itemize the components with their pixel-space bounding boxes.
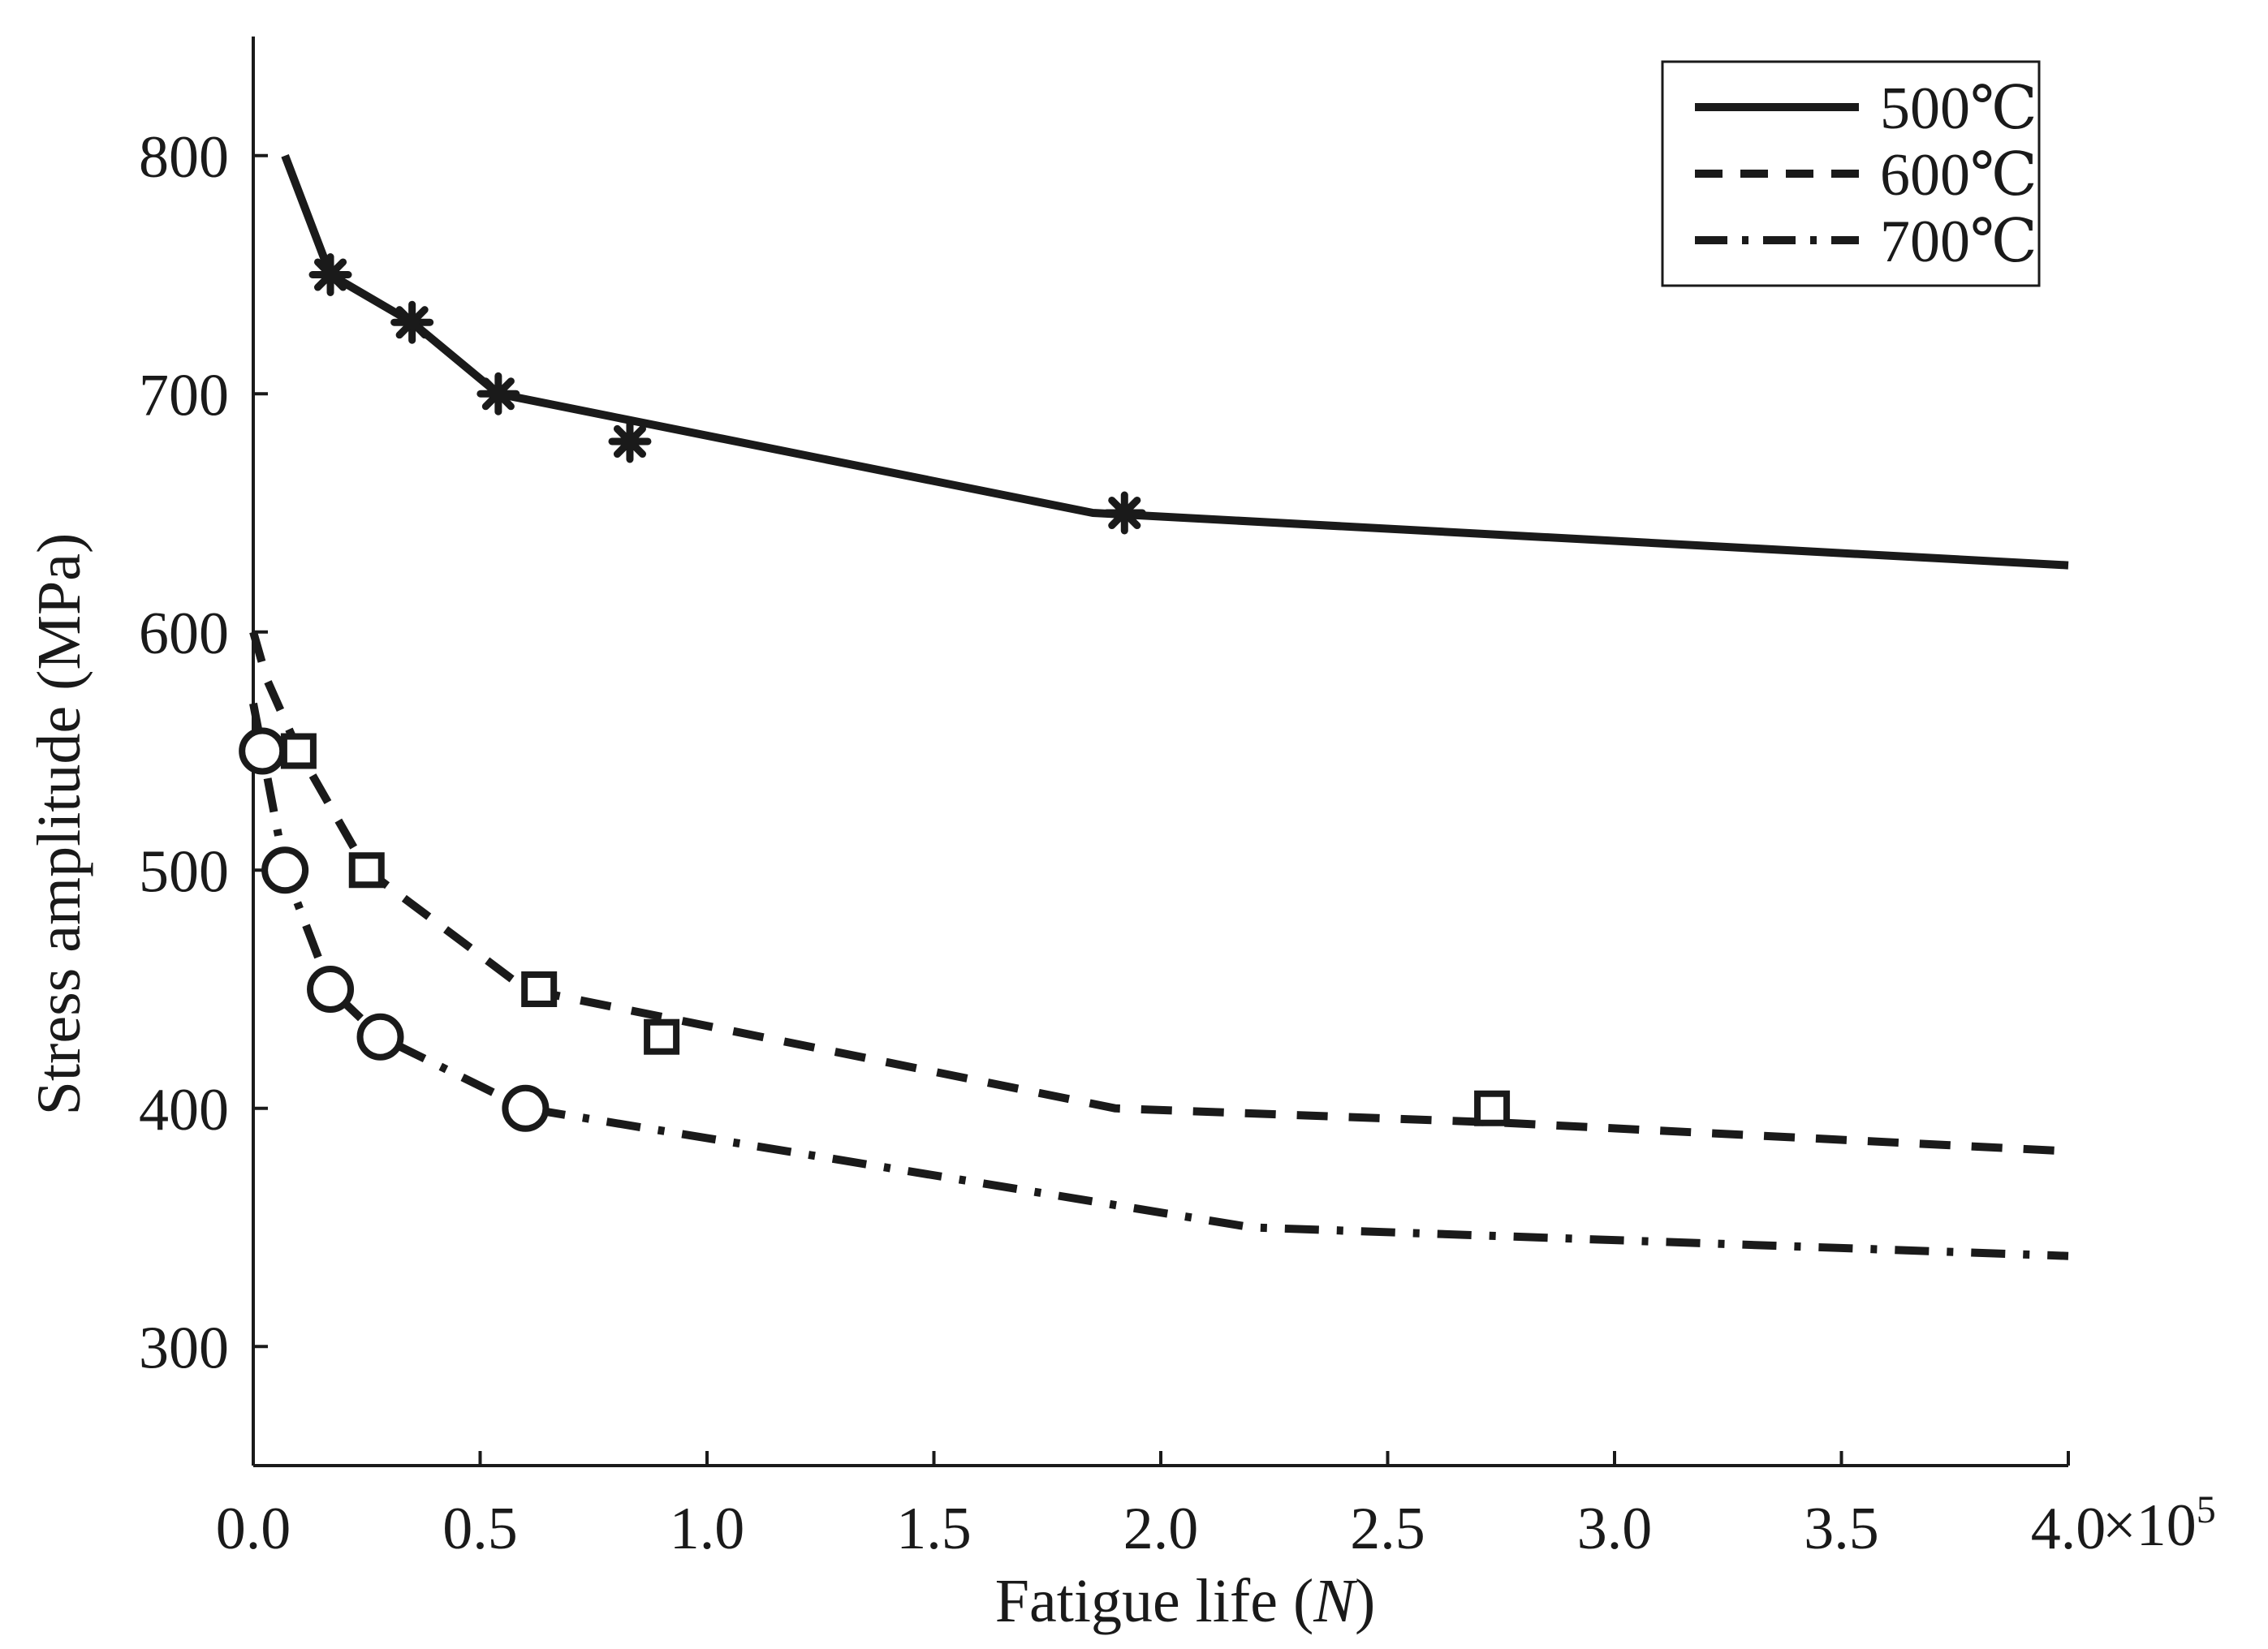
x-axis-multiplier: ×105 xyxy=(2102,1488,2216,1559)
x-tick-label: 0.5 xyxy=(442,1496,518,1562)
data-point-asterisk xyxy=(476,372,520,415)
series-line-dashed xyxy=(249,631,2069,1156)
y-tick-label: 600 xyxy=(139,601,229,667)
x-tick-label: 3.5 xyxy=(1804,1496,1879,1562)
data-point-square xyxy=(348,852,385,889)
legend-label: 500℃ xyxy=(1880,75,2037,142)
x-tick-label: 2.0 xyxy=(1123,1496,1199,1562)
data-point-circle xyxy=(261,846,309,894)
series-line-solid xyxy=(281,154,2069,570)
y-tick-label: 800 xyxy=(139,124,229,191)
x-tick-label: 1.0 xyxy=(670,1496,745,1562)
y-tick-label: 500 xyxy=(139,838,229,905)
data-point-square xyxy=(280,733,317,769)
y-tick-label: 300 xyxy=(139,1315,229,1381)
data-point-circle xyxy=(356,1013,404,1061)
x-tick-label: 2.5 xyxy=(1350,1496,1425,1562)
series-line-dashdot xyxy=(249,702,2069,1260)
x-tick-label: 0.0 xyxy=(216,1496,291,1562)
y-axis-title: Stress amplitude (MPa) xyxy=(25,533,93,1116)
x-axis-title: Fatigue life (N) xyxy=(995,1567,1376,1635)
x-tick-label: 1.5 xyxy=(896,1496,972,1562)
x-tick-label: 4.0 xyxy=(2031,1496,2106,1562)
y-ticks: 300 400 500 600 700 800 xyxy=(139,124,268,1381)
data-point-asterisk xyxy=(608,420,652,463)
data-point-circle xyxy=(239,727,287,775)
data-point-asterisk xyxy=(390,300,434,344)
series-curves xyxy=(249,154,2069,1260)
y-tick-label: 400 xyxy=(139,1077,229,1143)
x-ticks: 0.0 0.5 1.0 1.5 2.0 2.5 3.0 3.5 4.0 xyxy=(216,1451,2106,1562)
x-tick-label: 3.0 xyxy=(1577,1496,1653,1562)
data-point-square xyxy=(644,1018,680,1055)
series-markers xyxy=(239,253,1511,1132)
data-point-asterisk xyxy=(308,253,352,296)
data-point-square xyxy=(1474,1090,1511,1126)
legend-label: 700℃ xyxy=(1880,209,2037,275)
data-point-square xyxy=(521,971,558,1007)
data-point-circle xyxy=(502,1084,550,1132)
data-point-circle xyxy=(307,966,355,1013)
legend-label: 600℃ xyxy=(1880,142,2037,209)
data-point-asterisk xyxy=(1102,491,1146,535)
y-tick-label: 700 xyxy=(139,362,229,428)
